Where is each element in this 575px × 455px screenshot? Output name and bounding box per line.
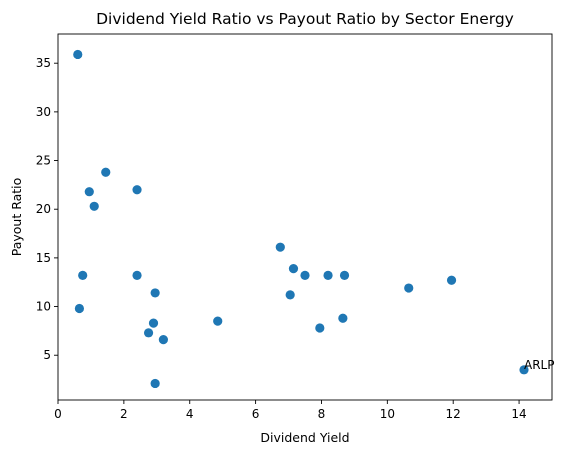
data-point — [84, 187, 94, 197]
point-annotation: ARLP — [524, 358, 554, 372]
y-tick-label: 10 — [36, 300, 51, 314]
chart-title: Dividend Yield Ratio vs Payout Ratio by … — [96, 10, 514, 28]
x-tick-label: 2 — [120, 407, 128, 421]
x-axis: 0 2 4 6 8 10 12 14 — [54, 400, 527, 421]
x-tick-label: 6 — [252, 407, 260, 421]
data-point — [323, 270, 333, 281]
data-point — [150, 288, 160, 298]
data-point — [519, 365, 529, 375]
x-axis-label: Dividend Yield — [260, 430, 349, 445]
data-point — [78, 270, 88, 281]
data-point — [132, 185, 142, 195]
data-point — [300, 270, 310, 281]
data-point — [150, 378, 160, 389]
data-point — [288, 263, 299, 274]
data-point — [101, 167, 111, 177]
x-tick-label: 14 — [511, 407, 526, 421]
x-tick-label: 10 — [380, 407, 395, 421]
x-tick-label: 8 — [318, 407, 326, 421]
x-tick-label: 0 — [54, 407, 62, 421]
data-point — [338, 313, 348, 323]
data-point — [285, 290, 295, 300]
y-tick-label: 35 — [36, 56, 51, 70]
y-axis: 5 10 15 20 25 30 35 — [36, 56, 58, 362]
axes-frame — [57, 33, 553, 401]
y-tick-label: 30 — [36, 105, 51, 119]
data-point — [275, 242, 285, 252]
x-tick-label: 12 — [446, 407, 461, 421]
x-tick-label: 4 — [186, 407, 194, 421]
data-point — [148, 318, 159, 328]
y-tick-label: 15 — [36, 251, 51, 265]
data-point — [404, 283, 414, 293]
data-point — [315, 323, 325, 333]
data-point — [143, 328, 154, 338]
y-tick-label: 25 — [36, 154, 51, 168]
data-point — [89, 201, 99, 211]
data-point — [339, 270, 350, 281]
data-point — [213, 316, 223, 326]
y-tick-label: 20 — [36, 202, 51, 216]
data-point — [73, 49, 83, 60]
data-point — [158, 335, 168, 345]
y-axis-label: Payout Ratio — [9, 178, 24, 257]
plot-area: ARLP — [73, 49, 554, 389]
y-tick-label: 5 — [43, 348, 51, 362]
data-point — [74, 303, 85, 314]
data-point — [132, 270, 142, 281]
data-point — [446, 275, 457, 285]
